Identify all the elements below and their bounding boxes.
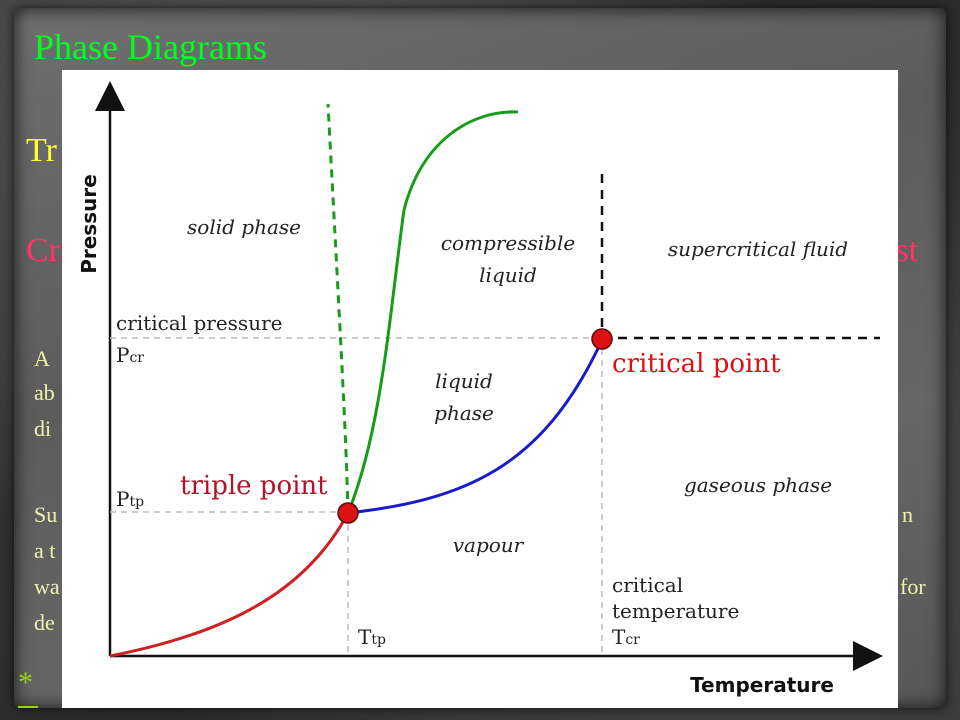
tcr-sub: cr xyxy=(625,632,640,648)
solid-phase-label: solid phase xyxy=(187,215,301,239)
ptp-sub: tp xyxy=(129,494,144,510)
vapour-label: vapour xyxy=(453,533,525,557)
phase-diagram: Pressure Temperature solid phase compres… xyxy=(62,70,898,708)
ttp-tick-label: Ttp xyxy=(358,625,386,649)
y-axis-label: Pressure xyxy=(77,174,101,274)
paragraph-fragment: de xyxy=(34,610,55,635)
ttp-sub: tp xyxy=(371,632,386,648)
paragraph-fragment: a t xyxy=(34,538,56,563)
critical-temperature-label-2: temperature xyxy=(612,599,739,623)
sublimation-curve xyxy=(109,512,350,658)
critical-temperature-label-1: critical xyxy=(612,573,683,597)
slide-line-triple: Tr xyxy=(26,132,57,169)
pcr-tick-label: Pcr xyxy=(116,343,144,367)
critical-point-marker xyxy=(591,328,613,350)
pcr-main: P xyxy=(116,343,129,367)
paragraph-fragment: wa xyxy=(34,574,60,599)
paragraph-fragment: ab xyxy=(34,380,55,405)
paragraph-fragment-right: n xyxy=(902,502,913,527)
slide-title: Phase Diagrams xyxy=(34,27,267,67)
tcr-main: T xyxy=(612,625,626,649)
pcr-sub: cr xyxy=(129,350,144,366)
gaseous-phase-label: gaseous phase xyxy=(684,473,832,497)
critical-pressure-label: critical pressure xyxy=(116,311,282,335)
paragraph-fragment: Su xyxy=(34,502,58,527)
slide-line-critical: Cr xyxy=(26,232,60,269)
bullet-link[interactable]: * xyxy=(18,666,33,699)
bullet-underline xyxy=(18,706,38,708)
compressible-liquid-label-2: liquid xyxy=(479,263,537,287)
triple-point-label: triple point xyxy=(180,471,328,501)
ptp-main: P xyxy=(116,487,129,511)
critical-point-label: critical point xyxy=(612,349,781,379)
x-axis-label: Temperature xyxy=(690,673,834,697)
ptp-tick-label: Ptp xyxy=(116,487,144,511)
liquid-phase-label-1: liquid xyxy=(435,369,493,393)
supercritical-fluid-label: supercritical fluid xyxy=(668,237,848,261)
tcr-tick-label: Tcr xyxy=(612,625,640,649)
paragraph-fragment-right: for xyxy=(900,574,926,599)
phase-diagram-svg: Pressure Temperature solid phase compres… xyxy=(77,81,883,697)
vaporization-curve xyxy=(347,339,604,515)
ttp-main: T xyxy=(358,625,372,649)
melting-curve-solid-liquid xyxy=(326,103,350,514)
liquid-phase-label-2: phase xyxy=(434,401,494,425)
compressible-liquid-label-1: compressible xyxy=(441,231,575,255)
paragraph-fragment: A xyxy=(34,346,50,371)
liquid-compressibility-curve xyxy=(346,110,519,514)
paragraph-fragment: di xyxy=(34,416,52,441)
triple-point-marker xyxy=(337,502,359,524)
